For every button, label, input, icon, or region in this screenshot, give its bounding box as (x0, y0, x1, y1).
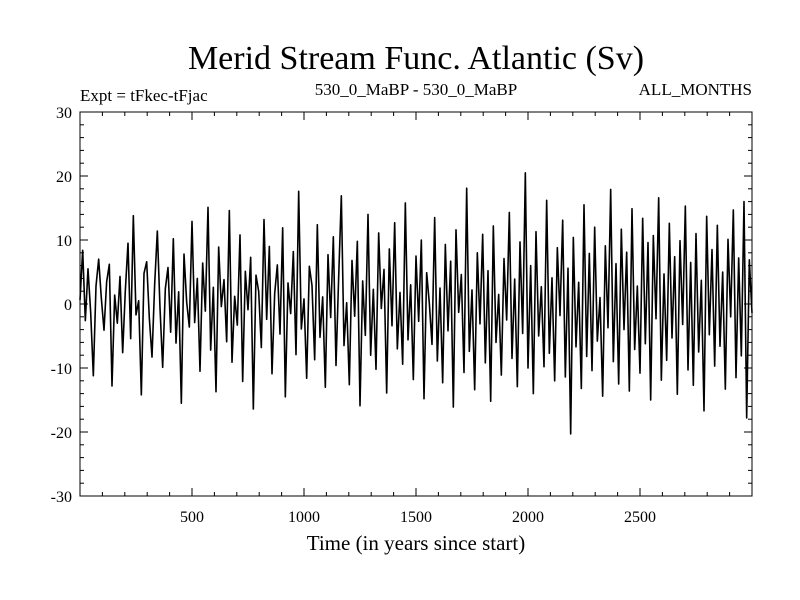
x-tick-label: 1000 (288, 509, 320, 526)
experiment-label: Expt = tFkec-tFjac (80, 86, 208, 105)
chart-title: Merid Stream Func. Atlantic (Sv) (188, 40, 644, 77)
y-tick-label: 0 (64, 297, 72, 314)
y-tick-label: 20 (56, 169, 72, 186)
axes-layer: 500 1000 1500 2000 2500 -30 -20 -10 0 10 20 30 (51, 105, 752, 526)
series-line-1 (79, 172, 753, 435)
plot-frame (79, 111, 753, 497)
x-tick-label: 500 (180, 509, 204, 526)
y-tick-label: 30 (56, 105, 72, 122)
y-tick-label: 10 (56, 233, 72, 250)
x-tick-label: 2000 (512, 509, 544, 526)
months-label: ALL_MONTHS (639, 80, 752, 99)
x-axis-label: Time (in years since start) (307, 531, 526, 555)
x-tick-label: 2500 (624, 509, 656, 526)
y-tick-label: -20 (51, 425, 72, 442)
y-tick-label: -10 (51, 361, 72, 378)
x-tick-label: 1500 (400, 509, 432, 526)
series-layer (79, 172, 753, 435)
period-label: 530_0_MaBP - 530_0_MaBP (315, 80, 517, 99)
y-tick-label: -30 (51, 489, 72, 506)
